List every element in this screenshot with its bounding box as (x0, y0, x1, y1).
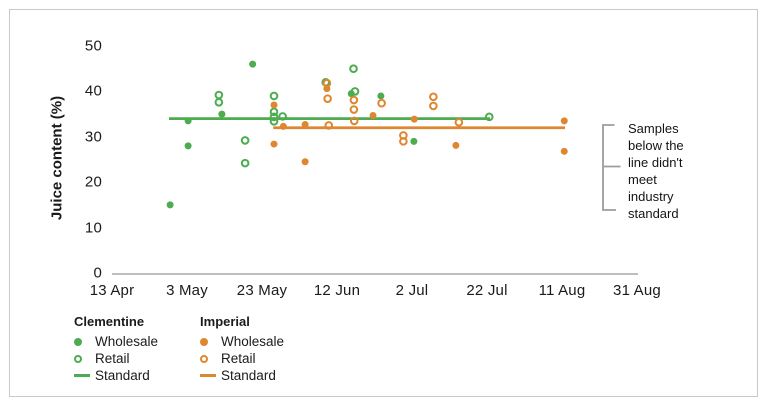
clementine-retail-point (269, 107, 279, 117)
clementine-wholesale-point (218, 110, 226, 118)
clementine-wholesale-point (166, 201, 174, 209)
clementine-retail-point (240, 136, 250, 145)
imperial-retail-point (349, 116, 359, 126)
clementine-wholesale-point (249, 60, 257, 68)
x-tick-label: 31 Aug (613, 282, 661, 299)
x-tick-label: 13 Apr (89, 282, 135, 299)
imperial-retail-point (323, 94, 332, 103)
clementine-retail-point (269, 117, 279, 126)
imperial-retail-point (349, 105, 359, 114)
imperial-wholesale-point (452, 141, 460, 149)
legend-item-imperial-standard: Standard (200, 367, 284, 384)
x-tick-label: 23 May (236, 282, 288, 299)
imperial-wholesale-point (301, 121, 309, 129)
legend-title-clementine: Clementine (74, 314, 145, 329)
y-tick-label: 10 (84, 219, 102, 237)
legend-label: Wholesale (221, 334, 285, 349)
legend-label: Wholesale (95, 334, 159, 349)
clementine-wholesale-point (184, 142, 192, 150)
imperial-wholesale-point (301, 158, 309, 166)
legend: Clementine Wholesale Retail Standard Imp… (74, 314, 284, 384)
imperial-retail-point (429, 92, 438, 102)
legend-label: Standard (95, 368, 150, 383)
clementine-wholesale-point (347, 90, 355, 98)
wholesale-filled-dot-icon (200, 337, 209, 346)
standard-line-icon (200, 374, 217, 377)
x-tick-label: 12 Jun (313, 282, 361, 299)
imperial-wholesale-point (410, 115, 418, 123)
imperial-wholesale-point (560, 147, 568, 155)
legend-title-imperial: Imperial (200, 314, 250, 329)
clementine-retail-point (349, 64, 358, 73)
clementine-retail-point (240, 158, 250, 168)
clementine-wholesale-point (410, 137, 418, 145)
imperial-wholesale-point (270, 140, 278, 148)
clementine-retail-point (278, 112, 287, 121)
legend-label: Retail (221, 351, 256, 366)
clementine-retail-point (214, 97, 224, 107)
figure-border (9, 9, 758, 397)
y-tick-label: 40 (84, 82, 102, 100)
legend-group-imperial: Imperial Wholesale Retail Standard (200, 314, 284, 384)
clementine-retail-point (484, 112, 494, 122)
clementine-wholesale-point (184, 117, 192, 125)
x-tick-label: 22 Jul (466, 282, 508, 299)
retail-open-circle-icon (74, 354, 82, 363)
x-tick-label: 3 May (166, 282, 208, 299)
standard-line-icon (74, 374, 90, 377)
imperial-retail-point (324, 121, 334, 130)
legend-group-clementine: Clementine Wholesale Retail Standard (74, 314, 158, 384)
y-tick-label: 20 (84, 173, 102, 191)
imperial-wholesale-point (369, 111, 377, 119)
imperial-retail-point (399, 137, 408, 146)
legend-item-clementine-retail: Retail (74, 350, 158, 367)
wholesale-filled-dot-icon (74, 337, 82, 346)
y-tick-label: 0 (93, 264, 102, 282)
annotation-text: Samples below the line didn't meet indus… (628, 121, 684, 221)
imperial-retail-point (377, 98, 386, 108)
imperial-retail-point (322, 78, 332, 88)
annotation-bracket-icon (602, 124, 621, 211)
y-tick-label: 30 (84, 128, 102, 146)
legend-label: Retail (95, 351, 130, 366)
x-tick-label: 2 Jul (395, 282, 429, 299)
imperial-retail-point (454, 117, 464, 127)
clementine-wholesale-point (377, 92, 385, 100)
clementine-retail-point (350, 87, 360, 96)
y-axis-title-text: Juice content (%) (48, 95, 66, 221)
legend-item-imperial-wholesale: Wholesale (200, 333, 284, 350)
legend-item-clementine-wholesale: Wholesale (74, 333, 158, 350)
y-tick-label: 50 (84, 37, 102, 55)
x-tick-label: 11 Aug (538, 282, 586, 299)
imperial-wholesale-point (560, 117, 568, 125)
imperial-wholesale-point (270, 101, 278, 109)
clementine-retail-point (269, 91, 279, 101)
legend-item-imperial-retail: Retail (200, 350, 284, 367)
imperial-wholesale-point (279, 122, 287, 130)
imperial-retail-point (349, 95, 359, 105)
legend-label: Standard (221, 368, 276, 383)
clementine-retail-point (214, 90, 224, 100)
retail-open-circle-icon (200, 354, 209, 363)
imperial-retail-point (429, 101, 438, 111)
legend-item-clementine-standard: Standard (74, 367, 158, 384)
clementine-retail-point (269, 112, 279, 122)
